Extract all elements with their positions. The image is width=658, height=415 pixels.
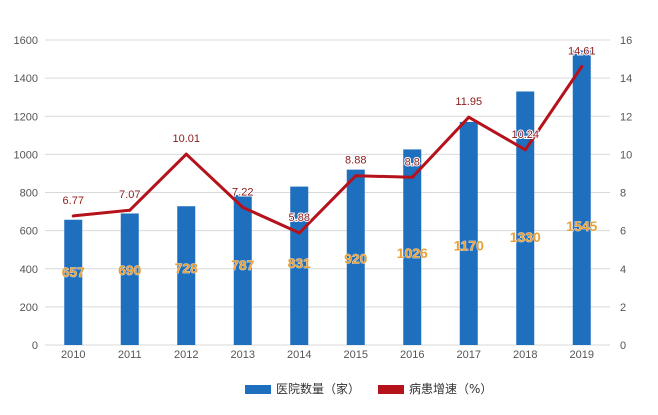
line-point [354, 174, 358, 178]
bar [403, 149, 422, 345]
bar-value-label: 1026 [397, 245, 428, 261]
right-axis-tick-label: 10 [620, 149, 632, 161]
x-axis-tick-labels: 2010 2011 2012 2013 2014 2015 2016 2017 2018 2019 [61, 349, 594, 361]
line-value-labels: 6.77 7.07 10.01 7.22 5.88 8.88 8.8 11.95 10.24 14… [62, 44, 597, 224]
left-axis-tick-label: 1200 [14, 111, 38, 123]
line-point [128, 208, 132, 212]
bar-value-label: 1545 [566, 218, 597, 234]
bar-value-label: 1330 [510, 229, 541, 245]
x-axis-tick-label: 2011 [118, 349, 142, 361]
left-axis-tick-label: 0 [32, 340, 38, 352]
line-value-label: 8.8 [405, 156, 420, 168]
bar-value-labels: 657 690 728 787 831 920 1026 1170 1330 1545 [61, 218, 598, 280]
bar [459, 121, 478, 345]
right-axis-tick-label: 16 [620, 35, 632, 47]
line-value-label: 7.07 [119, 189, 140, 201]
x-axis-tick-label: 2014 [287, 349, 311, 361]
left-axis-tick-label: 1000 [14, 149, 38, 161]
legend-swatch-hospital-count [245, 385, 271, 394]
line-point [580, 64, 584, 68]
right-axis-tick-label: 8 [620, 188, 626, 200]
left-axis-tick-label: 800 [20, 188, 38, 200]
gridlines [45, 39, 610, 346]
bar [516, 91, 535, 345]
line-point [523, 148, 527, 152]
right-axis-tick-label: 6 [620, 226, 626, 238]
legend-label-growth-rate: 病患增速（%） [409, 381, 492, 396]
right-axis-tick-label: 12 [620, 111, 632, 123]
x-axis-tick-label: 2019 [570, 349, 594, 361]
right-axis-tick-labels: 0 2 4 6 8 10 12 14 16 [620, 35, 632, 352]
bar [177, 206, 196, 345]
line-value-label: 6.77 [63, 195, 84, 207]
bar [64, 219, 83, 345]
x-axis-tick-label: 2012 [174, 349, 198, 361]
left-axis-tick-labels: 0 200 400 600 800 1000 1200 1400 1600 [14, 35, 38, 352]
legend-swatch-growth-rate [378, 385, 404, 394]
line-value-label: 14.61 [568, 45, 596, 57]
right-axis-tick-label: 2 [620, 302, 626, 314]
line-value-label: 8.88 [345, 155, 366, 167]
growth-rate-polyline [73, 65, 584, 235]
left-axis-tick-label: 600 [20, 226, 38, 238]
right-axis-tick-label: 14 [620, 73, 632, 85]
right-axis-tick-label: 0 [620, 340, 626, 352]
x-axis-tick-label: 2015 [344, 349, 368, 361]
bar-value-label: 787 [231, 257, 255, 273]
x-axis-tick-label: 2018 [513, 349, 537, 361]
left-axis-tick-label: 1600 [14, 35, 38, 47]
left-axis-tick-label: 1400 [14, 73, 38, 85]
bar-value-label: 920 [344, 250, 368, 266]
line-point [241, 205, 245, 209]
x-axis-tick-label: 2010 [61, 349, 85, 361]
bar [290, 186, 309, 345]
left-axis-tick-label: 400 [20, 264, 38, 276]
bar [346, 169, 365, 345]
bar-value-label: 690 [118, 262, 142, 278]
line-point [410, 175, 414, 179]
line-point [184, 152, 188, 156]
left-axis-tick-label: 200 [20, 302, 38, 314]
line-value-label: 10.24 [511, 129, 539, 141]
line-value-label: 10.01 [172, 133, 200, 145]
line-value-label: 7.22 [232, 186, 253, 198]
bar [233, 194, 252, 345]
bar [572, 50, 591, 345]
x-axis-tick-label: 2016 [400, 349, 424, 361]
line-point [467, 115, 471, 119]
bar-value-label: 657 [62, 264, 86, 280]
legend-label-hospital-count: 医院数量（家） [276, 381, 360, 396]
line-value-label: 11.95 [455, 96, 482, 108]
hospital-count-bars [64, 50, 591, 345]
bar-value-label: 728 [175, 260, 199, 276]
legend: 医院数量（家） 病患增速（%） [245, 381, 492, 396]
x-axis-tick-label: 2017 [457, 349, 481, 361]
right-axis-tick-label: 4 [620, 264, 626, 276]
x-axis-tick-label: 2013 [231, 349, 255, 361]
line-value-label: 5.88 [289, 212, 310, 224]
line-point [297, 231, 301, 235]
growth-rate-line [71, 64, 584, 235]
bar-value-label: 831 [288, 255, 312, 271]
bar [120, 213, 139, 345]
bar-value-label: 1170 [454, 237, 485, 253]
line-point [71, 214, 75, 218]
